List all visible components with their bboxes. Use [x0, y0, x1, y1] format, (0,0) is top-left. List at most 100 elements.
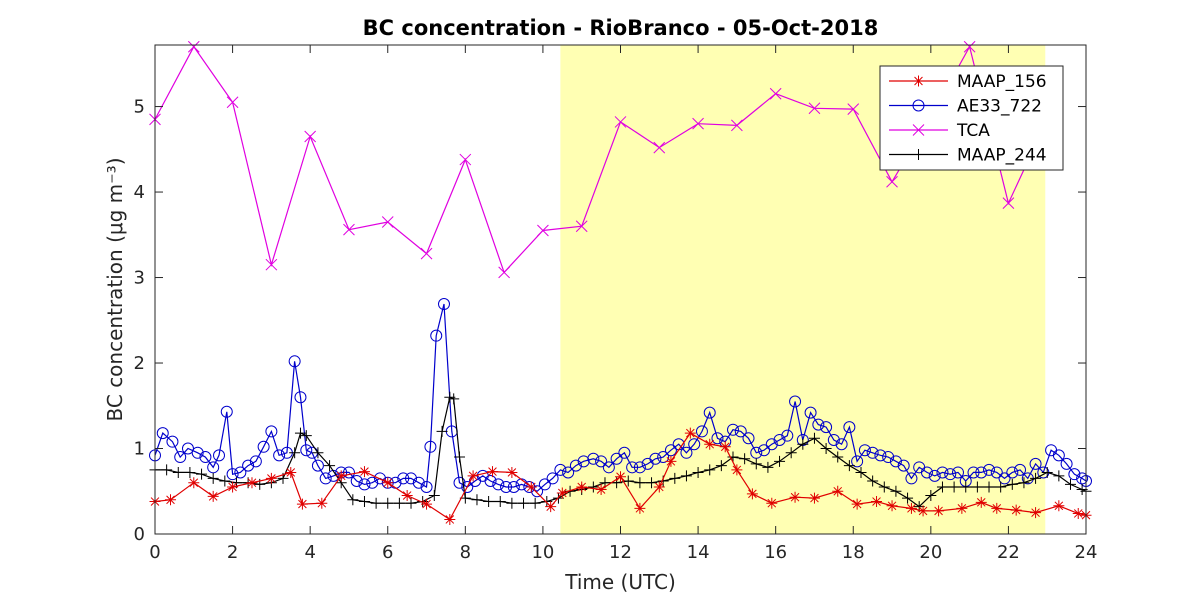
data-point — [587, 452, 600, 465]
data-point — [843, 421, 856, 434]
data-point — [808, 432, 820, 444]
data-point — [610, 452, 623, 465]
data-point — [731, 119, 743, 132]
series-layer — [149, 40, 1092, 525]
data-point — [692, 466, 704, 478]
y-tick-label: 3 — [134, 268, 145, 289]
data-point — [492, 478, 505, 491]
legend-label: AE33_722 — [957, 97, 1042, 117]
data-point — [265, 472, 277, 484]
data-point — [401, 490, 413, 502]
data-point — [358, 466, 370, 478]
data-point — [324, 460, 336, 472]
data-point — [436, 425, 448, 437]
data-point — [196, 468, 208, 480]
series-line-tca — [154, 45, 1048, 274]
data-point — [789, 395, 802, 408]
data-point — [444, 513, 456, 525]
data-point — [897, 459, 910, 472]
x-tick-label: 8 — [460, 542, 471, 563]
data-point — [184, 466, 196, 478]
x-tick-label: 2 — [227, 542, 238, 563]
data-point — [956, 502, 968, 514]
data-point — [556, 487, 568, 499]
data-point — [161, 464, 173, 476]
data-point — [871, 496, 883, 508]
data-point — [546, 472, 559, 485]
data-point — [808, 492, 820, 504]
data-point — [421, 498, 433, 510]
data-point — [983, 481, 995, 493]
data-point — [219, 475, 231, 487]
data-point — [1006, 466, 1019, 479]
data-point — [704, 438, 716, 450]
data-point — [486, 466, 498, 478]
data-point — [773, 433, 786, 446]
data-point — [874, 449, 887, 462]
data-point — [843, 460, 855, 472]
data-point — [545, 501, 557, 513]
data-point — [467, 470, 479, 482]
data-point — [296, 498, 308, 510]
data-point — [731, 464, 743, 476]
data-point — [835, 438, 848, 451]
data-point — [739, 453, 751, 465]
data-point — [653, 141, 666, 154]
data-point — [483, 496, 495, 508]
data-point — [587, 481, 599, 493]
data-point — [343, 223, 355, 236]
data-point — [207, 472, 219, 484]
data-point — [347, 494, 359, 506]
data-point — [453, 476, 466, 489]
data-point — [936, 481, 948, 493]
data-point — [944, 468, 957, 481]
data-point — [1014, 463, 1027, 476]
data-point — [595, 455, 608, 468]
data-point — [963, 40, 976, 53]
data-point — [518, 497, 530, 509]
data-point — [967, 466, 980, 479]
data-point — [525, 481, 537, 493]
data-point — [529, 497, 541, 509]
data-point — [273, 449, 286, 462]
data-point — [227, 481, 239, 493]
data-point — [294, 427, 306, 439]
data-point — [703, 406, 716, 419]
data-point — [405, 472, 418, 485]
data-point — [742, 432, 755, 445]
data-point — [393, 497, 405, 509]
y-tick-label: 5 — [134, 97, 145, 118]
legend-box — [879, 65, 1064, 171]
data-point — [832, 451, 844, 463]
data-point — [1041, 466, 1053, 478]
data-point — [634, 502, 646, 514]
data-point — [300, 444, 313, 457]
data-point — [622, 475, 634, 487]
series-ae33_722 — [149, 298, 1092, 498]
data-point — [951, 466, 964, 479]
data-point — [669, 472, 681, 484]
data-point — [680, 446, 693, 459]
data-point — [983, 463, 996, 476]
legend-label: MAAP_244 — [957, 146, 1047, 166]
data-point — [855, 466, 867, 478]
data-point — [928, 469, 941, 482]
data-point — [199, 451, 212, 464]
legend-label: TCA — [956, 121, 990, 141]
x-tick-label: 24 — [1075, 542, 1098, 563]
legend-label: MAAP_156 — [957, 72, 1047, 92]
data-point — [886, 175, 898, 188]
data-point — [995, 481, 1007, 493]
data-point — [902, 492, 914, 504]
data-point — [808, 102, 821, 115]
data-point — [649, 452, 662, 465]
data-point — [634, 477, 646, 489]
data-point — [595, 484, 607, 496]
y-tick-label: 1 — [134, 439, 145, 460]
data-point — [917, 505, 929, 517]
data-point — [226, 96, 239, 109]
data-point — [342, 466, 355, 479]
x-tick-label: 4 — [304, 542, 315, 563]
data-point — [797, 438, 809, 450]
data-point — [213, 449, 226, 462]
